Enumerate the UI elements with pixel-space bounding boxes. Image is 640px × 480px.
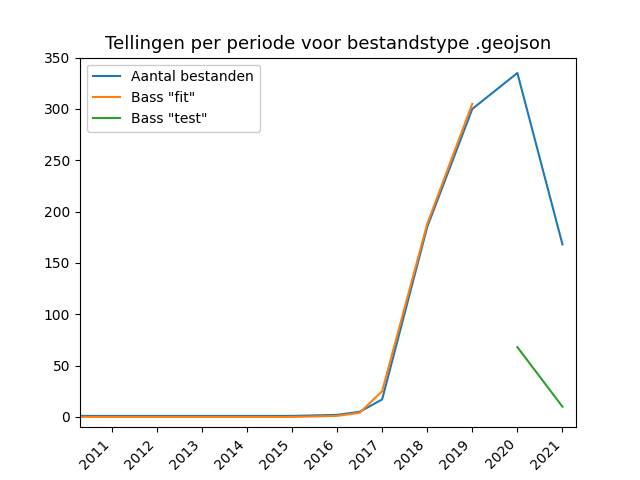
Line: Bass "test": Bass "test" bbox=[517, 347, 563, 407]
Bass "fit" bbox=[333, 413, 341, 419]
Aantal bestanden bbox=[153, 413, 161, 419]
Bass "test" bbox=[513, 344, 521, 350]
Bass "fit" bbox=[63, 414, 70, 420]
Bass "fit" bbox=[153, 414, 161, 420]
Aantal bestanden bbox=[333, 412, 341, 418]
Line: Bass "fit": Bass "fit" bbox=[67, 104, 472, 417]
Aantal bestanden bbox=[559, 241, 566, 247]
Aantal bestanden bbox=[288, 413, 296, 419]
Aantal bestanden bbox=[243, 413, 251, 419]
Aantal bestanden bbox=[198, 413, 205, 419]
Legend: Aantal bestanden, Bass "fit", Bass "test": Aantal bestanden, Bass "fit", Bass "test… bbox=[87, 64, 260, 132]
Bass "fit" bbox=[198, 414, 205, 420]
Bass "fit" bbox=[468, 101, 476, 107]
Aantal bestanden bbox=[423, 224, 431, 230]
Bass "fit" bbox=[288, 414, 296, 420]
Aantal bestanden bbox=[63, 413, 70, 419]
Aantal bestanden bbox=[108, 413, 115, 419]
Aantal bestanden bbox=[378, 396, 386, 402]
Bass "fit" bbox=[423, 221, 431, 227]
Bass "test" bbox=[559, 404, 566, 409]
Bass "fit" bbox=[378, 388, 386, 394]
Bass "fit" bbox=[356, 410, 364, 416]
Aantal bestanden bbox=[356, 409, 364, 415]
Line: Aantal bestanden: Aantal bestanden bbox=[67, 73, 563, 416]
Aantal bestanden bbox=[468, 106, 476, 112]
Bass "fit" bbox=[243, 414, 251, 420]
Bass "fit" bbox=[108, 414, 115, 420]
Title: Tellingen per periode voor bestandstype .geojson: Tellingen per periode voor bestandstype … bbox=[105, 35, 551, 53]
Aantal bestanden bbox=[513, 70, 521, 76]
